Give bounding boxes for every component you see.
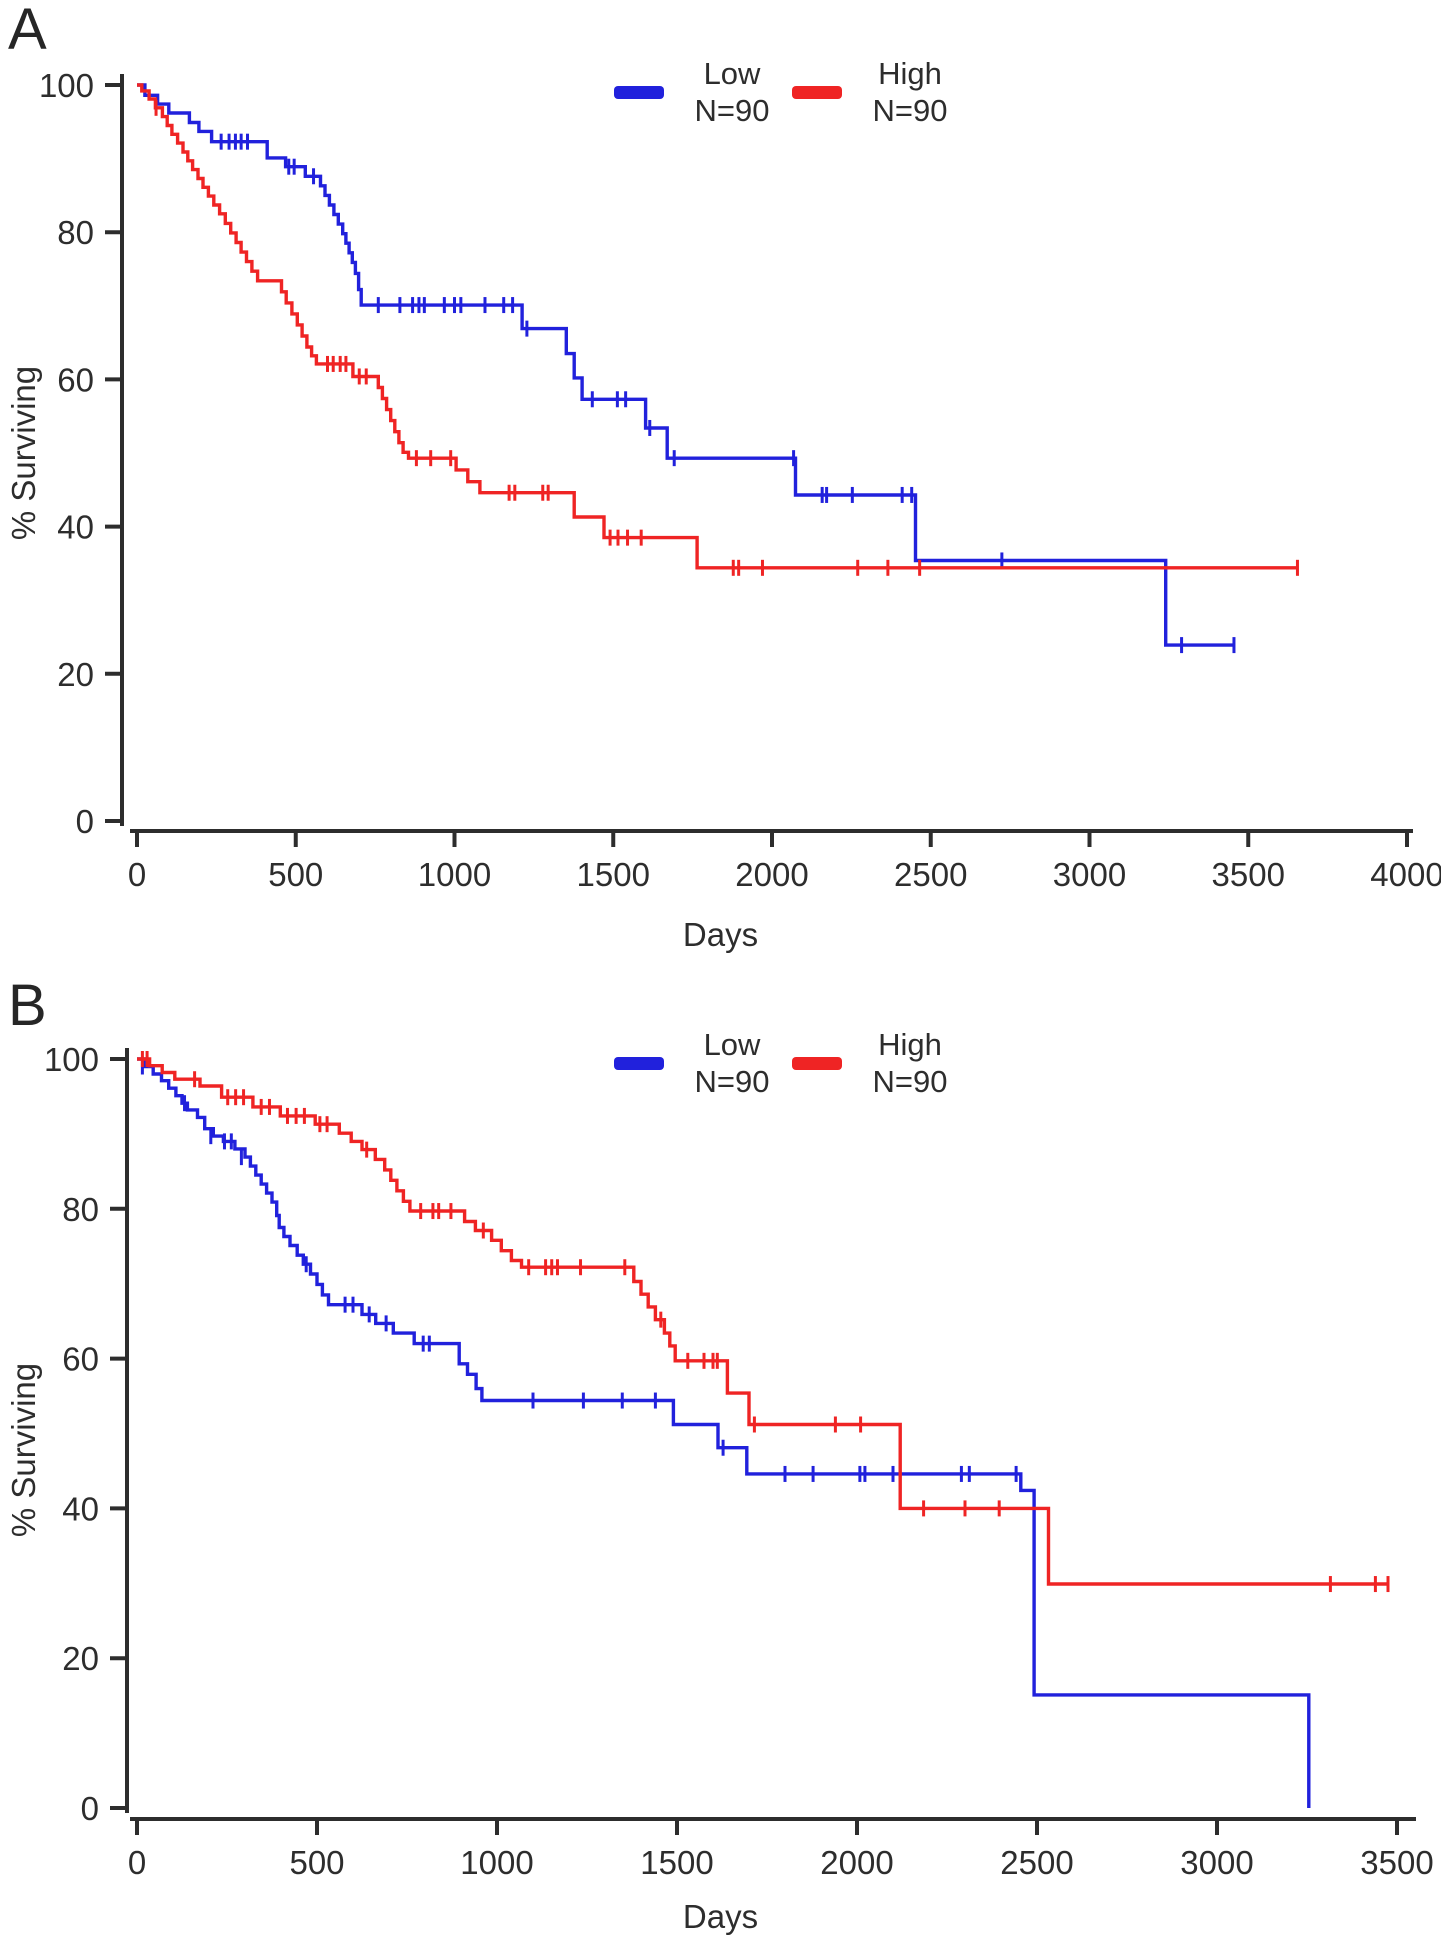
km-curve-low [137,1057,1311,1808]
panel-a-letter: A [8,0,47,62]
legend-label-high: High [878,56,942,91]
x-tick-label: 500 [268,856,323,893]
axes [110,1048,1416,1835]
legend-item-low: Low N=90 [614,55,782,129]
km-curve-high [137,83,1298,570]
x-tick-label: 1000 [460,1844,533,1881]
y-tick-label: 40 [62,1490,99,1527]
y-tick-label: 80 [57,214,94,251]
series-high [137,1051,1390,1593]
x-tick-label: 1500 [577,856,650,893]
legend-count-low: N=90 [694,1064,770,1099]
axes [105,74,1413,847]
y-tick-label: 100 [39,67,94,104]
legend-item-low: Low N=90 [614,1026,782,1100]
series-low [137,83,1236,654]
y-tick-label: 20 [57,656,94,693]
legend-label-low: Low [703,1027,761,1062]
x-tick-label: 3500 [1212,856,1285,893]
y-tick-label: 0 [76,803,94,840]
y-tick-label: 60 [57,361,94,398]
x-tick-label: 500 [289,1844,344,1881]
legend-label-low: Low [703,56,761,91]
panel-b: 0 20 40 60 80 100 0 500 1000 1500 2000 2500 3000 3500… [0,970,1441,1941]
y-tick-label: 100 [44,1041,99,1078]
y-tick-label: 40 [57,509,94,546]
x-tick-label: 0 [128,1844,146,1881]
x-tick-label: 1000 [418,856,491,893]
y-tick-label: 80 [62,1191,99,1228]
km-curve-low [137,83,1234,647]
legend-a: Low N=90 High N=90 [614,55,960,129]
x-tick-label: 2000 [735,856,808,893]
x-tick-label: 2500 [1000,1844,1073,1881]
y-tick-label: 20 [62,1640,99,1677]
y-tick-label: 0 [81,1790,99,1827]
x-tick-label: 3500 [1360,1844,1433,1881]
x-tick-label: 0 [128,856,146,893]
y-tick-label: 60 [62,1341,99,1378]
x-axis-title-a: Days [682,916,759,953]
x-tick-label: 3000 [1053,856,1126,893]
legend-b: Low N=90 High N=90 [614,1026,960,1100]
legend-swatch-low [614,85,664,99]
legend-item-high: High N=90 [792,55,960,129]
x-tick-label: 2000 [820,1844,893,1881]
legend-swatch-low [614,1056,664,1070]
x-tick-label: 2500 [894,856,967,893]
legend-swatch-high [792,1056,842,1070]
x-axis-title-b: Days [682,1898,759,1935]
legend-count-low: N=90 [694,93,770,128]
panel-a: 0 20 40 60 80 100 0 500 1000 1500 2000 2500 3000 3500… [0,0,1441,970]
y-axis-title-a: % Surviving [5,365,42,541]
legend-count-high: N=90 [872,1064,948,1099]
y-axis-title-b: % Surviving [5,1362,42,1538]
km-curve-high [137,1057,1388,1586]
legend-count-high: N=90 [872,93,948,128]
x-tick-label: 4000 [1370,856,1441,893]
legend-item-high: High N=90 [792,1026,960,1100]
series-low [137,1057,1311,1808]
panel-b-letter: B [8,973,47,1038]
x-tick-label: 3000 [1180,1844,1253,1881]
legend-label-high: High [878,1027,942,1062]
legend-swatch-high [792,85,842,99]
series-high [137,83,1299,576]
x-tick-label: 1500 [640,1844,713,1881]
